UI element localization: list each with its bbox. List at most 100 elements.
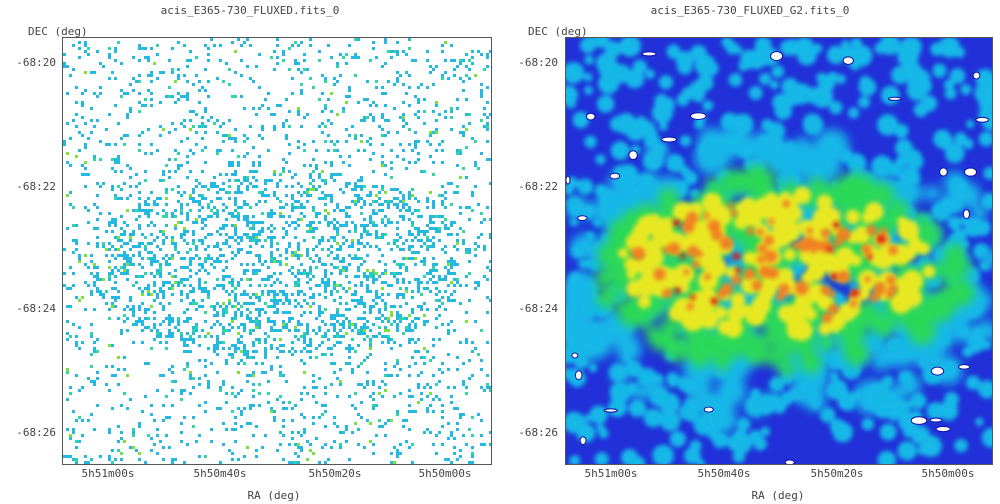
- photon-event-pixel: [300, 212, 303, 215]
- photon-event-pixel: [183, 311, 186, 314]
- photon-event-pixel: [84, 89, 87, 92]
- photon-event-pixel: [417, 233, 420, 236]
- photon-event-pixel: [291, 353, 294, 356]
- photon-event-pixel: [360, 212, 363, 215]
- photon-event-pixel: [126, 305, 129, 308]
- photon-event-pixel: [294, 173, 297, 176]
- photon-event-pixel: [408, 374, 411, 377]
- photon-event-pixel: [354, 188, 357, 191]
- photon-event-pixel: [237, 212, 240, 215]
- photon-event-pixel: [237, 206, 240, 209]
- photon-event-pixel: [276, 299, 279, 302]
- right-image-frame[interactable]: [565, 37, 993, 465]
- photon-event-pixel: [444, 110, 447, 113]
- photon-event-pixel: [297, 431, 300, 434]
- photon-event-pixel: [468, 461, 471, 464]
- photon-event-pixel: [450, 233, 453, 236]
- photon-event-pixel: [234, 440, 237, 443]
- photon-event-pixel: [228, 212, 231, 215]
- photon-event-pixel: [195, 185, 198, 188]
- photon-event-pixel: [195, 179, 198, 182]
- photon-event-pixel: [381, 380, 384, 383]
- photon-event-pixel: [417, 386, 420, 389]
- photon-event-pixel: [396, 203, 399, 206]
- photon-event-pixel: [210, 215, 213, 218]
- photon-event-pixel: [207, 257, 210, 260]
- photon-event-pixel: [330, 164, 333, 167]
- photon-event-pixel: [372, 41, 375, 44]
- photon-event-pixel: [318, 314, 321, 317]
- photon-event-pixel: [147, 317, 150, 320]
- photon-event-pixel: [234, 50, 237, 53]
- photon-event-pixel: [408, 86, 411, 89]
- photon-event-pixel: [255, 338, 258, 341]
- photon-event-pixel: [396, 53, 399, 56]
- photon-event-pixel: [414, 323, 417, 326]
- photon-event-pixel: [198, 80, 201, 83]
- photon-event-pixel: [159, 302, 162, 305]
- photon-event-pixel: [279, 212, 282, 215]
- photon-event-pixel: [459, 227, 462, 230]
- photon-event-pixel: [162, 419, 165, 422]
- photon-event-pixel: [216, 152, 219, 155]
- photon-event-pixel: [468, 122, 471, 125]
- photon-event-pixel: [117, 197, 120, 200]
- photon-event-pixel: [411, 257, 414, 260]
- photon-event-pixel: [246, 137, 249, 140]
- photon-event-pixel: [339, 74, 342, 77]
- photon-event-pixel: [90, 413, 93, 416]
- photon-event-pixel: [168, 446, 171, 449]
- photon-event-pixel: [333, 329, 336, 332]
- photon-event-pixel: [198, 182, 201, 185]
- photon-event-pixel: [201, 266, 204, 269]
- photon-event-pixel: [123, 320, 126, 323]
- photon-event-pixel: [426, 50, 429, 53]
- photon-event-pixel: [216, 212, 219, 215]
- photon-event-pixel: [183, 368, 186, 371]
- photon-event-pixel: [96, 50, 99, 53]
- photon-event-pixel: [219, 197, 222, 200]
- photon-event-pixel: [150, 80, 153, 83]
- photon-event-pixel: [138, 92, 141, 95]
- photon-event-pixel: [447, 368, 450, 371]
- photon-event-pixel: [282, 50, 285, 53]
- photon-event-pixel: [375, 194, 378, 197]
- photon-event-pixel: [264, 179, 267, 182]
- photon-event-pixel: [222, 224, 225, 227]
- photon-event-pixel: [333, 209, 336, 212]
- photon-event-pixel: [204, 248, 207, 251]
- photon-event-pixel: [231, 173, 234, 176]
- photon-event-pixel: [117, 41, 120, 44]
- photon-event-pixel: [120, 266, 123, 269]
- photon-event-pixel: [66, 305, 69, 308]
- photon-event-pixel: [300, 185, 303, 188]
- photon-event-pixel: [150, 209, 153, 212]
- photon-event-pixel: [252, 383, 255, 386]
- photon-event-pixel: [360, 317, 363, 320]
- photon-event-pixel: [372, 269, 375, 272]
- photon-event-pixel: [144, 56, 147, 59]
- left-image-frame[interactable]: [62, 37, 492, 465]
- photon-event-pixel: [456, 152, 459, 155]
- photon-event-pixel: [282, 227, 285, 230]
- photon-event-pixel: [369, 59, 372, 62]
- photon-event-pixel: [288, 242, 291, 245]
- photon-event-pixel: [318, 50, 321, 53]
- photon-event-pixel: [66, 320, 69, 323]
- photon-event-pixel: [327, 347, 330, 350]
- photon-event-pixel: [297, 218, 300, 221]
- right-ytick-4: -68:26: [518, 426, 558, 439]
- photon-event-pixel: [357, 194, 360, 197]
- photon-event-pixel: [102, 293, 105, 296]
- photon-event-pixel: [231, 344, 234, 347]
- photon-event-pixel: [396, 245, 399, 248]
- photon-event-pixel: [270, 251, 273, 254]
- photon-event-pixel: [228, 275, 231, 278]
- photon-event-pixel: [417, 290, 420, 293]
- photon-event-pixel: [465, 128, 468, 131]
- photon-event-pixel: [327, 239, 330, 242]
- photon-event-pixel: [258, 254, 261, 257]
- photon-event-pixel: [114, 143, 117, 146]
- photon-event-pixel: [375, 290, 378, 293]
- photon-event-pixel: [150, 221, 153, 224]
